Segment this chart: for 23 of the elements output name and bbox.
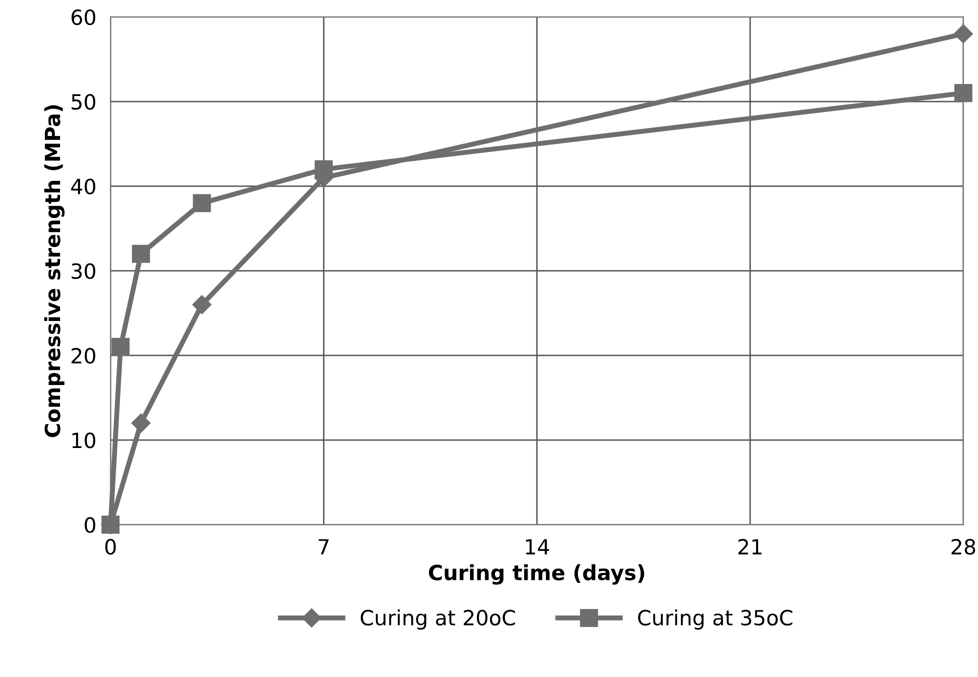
point — [192, 194, 211, 212]
point — [112, 338, 130, 356]
x-tick-label: 0 — [105, 538, 116, 555]
legend-label: Curing at 20oC — [360, 609, 515, 630]
x-axis-title: Curing time (days) — [428, 564, 644, 585]
y-tick-label: 0 — [84, 517, 96, 533]
y-tick-label: 30 — [72, 263, 96, 280]
y-tick-label: 40 — [71, 178, 96, 194]
y-tick-label: 10 — [72, 432, 96, 448]
point — [954, 84, 972, 102]
legend-label: Curing at 35oC — [638, 609, 792, 630]
x-tick-label: 21 — [738, 538, 762, 554]
x-tick-label: 28 — [952, 538, 976, 555]
point — [132, 244, 150, 263]
y-tick-label: 50 — [72, 94, 96, 110]
point — [954, 24, 973, 44]
point — [192, 295, 212, 314]
x-tick-label: 7 — [318, 539, 329, 554]
x-tick-label: 14 — [526, 539, 550, 554]
point — [131, 414, 151, 433]
y-tick-label: 20 — [72, 348, 96, 364]
y-tick-label: 60 — [72, 9, 96, 26]
y-axis-title: Compressive strength (MPa) — [44, 105, 65, 438]
